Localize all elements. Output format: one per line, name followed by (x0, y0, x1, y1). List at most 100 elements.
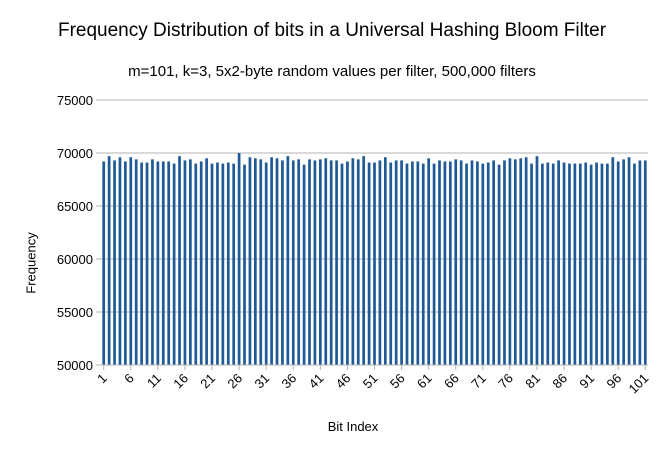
bar (156, 161, 160, 365)
y-tick-label: 75000 (57, 93, 93, 108)
bar (221, 163, 225, 365)
bar (557, 160, 560, 365)
bar (535, 156, 539, 365)
x-tick-label: 101 (625, 371, 651, 397)
x-tick-label: 81 (522, 371, 543, 392)
bar (551, 163, 555, 365)
bar (253, 158, 257, 365)
x-axis-label: Bit Index (327, 419, 379, 434)
bar (524, 157, 528, 365)
bar (351, 158, 355, 365)
bar (145, 162, 149, 365)
bar (465, 163, 468, 365)
bar (107, 156, 111, 365)
bar (578, 163, 582, 365)
y-tick-label: 55000 (57, 305, 93, 320)
bar (383, 157, 387, 365)
bar (151, 159, 154, 365)
bar (199, 161, 203, 365)
bar (232, 163, 236, 365)
bar (118, 157, 122, 365)
bar (216, 162, 219, 365)
bar (140, 162, 143, 365)
x-tick-label: 6 (121, 371, 137, 387)
y-tick-label: 65000 (57, 199, 93, 214)
bar (616, 161, 620, 365)
bar (275, 158, 279, 365)
bar (519, 158, 523, 365)
bar (573, 163, 577, 365)
bar (329, 160, 333, 365)
y-tick-label: 60000 (57, 252, 93, 267)
bar (378, 160, 382, 365)
x-tick-label: 61 (414, 371, 435, 392)
bar (486, 162, 490, 365)
bar (611, 157, 615, 365)
x-tick-label: 46 (333, 371, 354, 392)
bar (497, 164, 501, 365)
bar (584, 162, 588, 365)
bar (178, 156, 181, 365)
bar (589, 164, 593, 365)
bar (508, 158, 512, 365)
bar (264, 162, 268, 365)
bar (226, 162, 230, 365)
bar (134, 159, 138, 365)
x-tick-label: 41 (306, 371, 327, 392)
x-tick-label: 76 (495, 371, 516, 392)
bar (291, 160, 295, 365)
bar (411, 161, 414, 365)
bar (183, 160, 187, 365)
bar (541, 163, 544, 365)
bar (627, 157, 631, 365)
y-tick-label: 70000 (57, 146, 93, 161)
bar (389, 162, 393, 365)
x-tick-label: 96 (603, 371, 624, 392)
bar (335, 160, 338, 365)
x-tick-label: 86 (549, 371, 570, 392)
bar (503, 160, 506, 365)
bar (172, 163, 176, 365)
bar (394, 160, 398, 365)
bar (367, 162, 371, 365)
bar (568, 163, 571, 365)
bar (600, 163, 604, 365)
bar (459, 160, 463, 365)
bar (476, 161, 479, 365)
bar (595, 162, 598, 365)
x-tick-label: 1 (94, 371, 110, 387)
bar (210, 163, 214, 365)
bar (286, 156, 290, 365)
bar (248, 157, 252, 365)
bar (362, 156, 366, 365)
bar (308, 159, 311, 365)
bar (562, 162, 566, 365)
x-tick-label: 71 (468, 371, 489, 392)
bar (530, 163, 533, 365)
bar (448, 161, 452, 365)
bar (438, 160, 441, 365)
bar (421, 163, 425, 365)
bar (454, 159, 458, 365)
bar (237, 153, 241, 365)
bar (622, 159, 625, 365)
bar (432, 163, 436, 365)
bar (340, 163, 344, 365)
x-tick-label: 51 (360, 371, 381, 392)
bar (481, 163, 485, 365)
bar (318, 159, 322, 365)
x-tick-label: 31 (251, 371, 272, 392)
bar (633, 163, 636, 365)
bar (124, 161, 127, 365)
bar (416, 161, 420, 365)
bar (373, 162, 376, 365)
chart-subtitle: m=101, k=3, 5x2-byte random values per f… (128, 63, 536, 80)
x-tick-label: 11 (144, 371, 164, 391)
bar (324, 158, 328, 365)
bar (643, 160, 647, 365)
bar (513, 159, 517, 365)
y-axis-label: Frequency (23, 232, 39, 294)
x-tick-label: 66 (441, 371, 462, 392)
x-tick-label: 56 (387, 371, 408, 392)
